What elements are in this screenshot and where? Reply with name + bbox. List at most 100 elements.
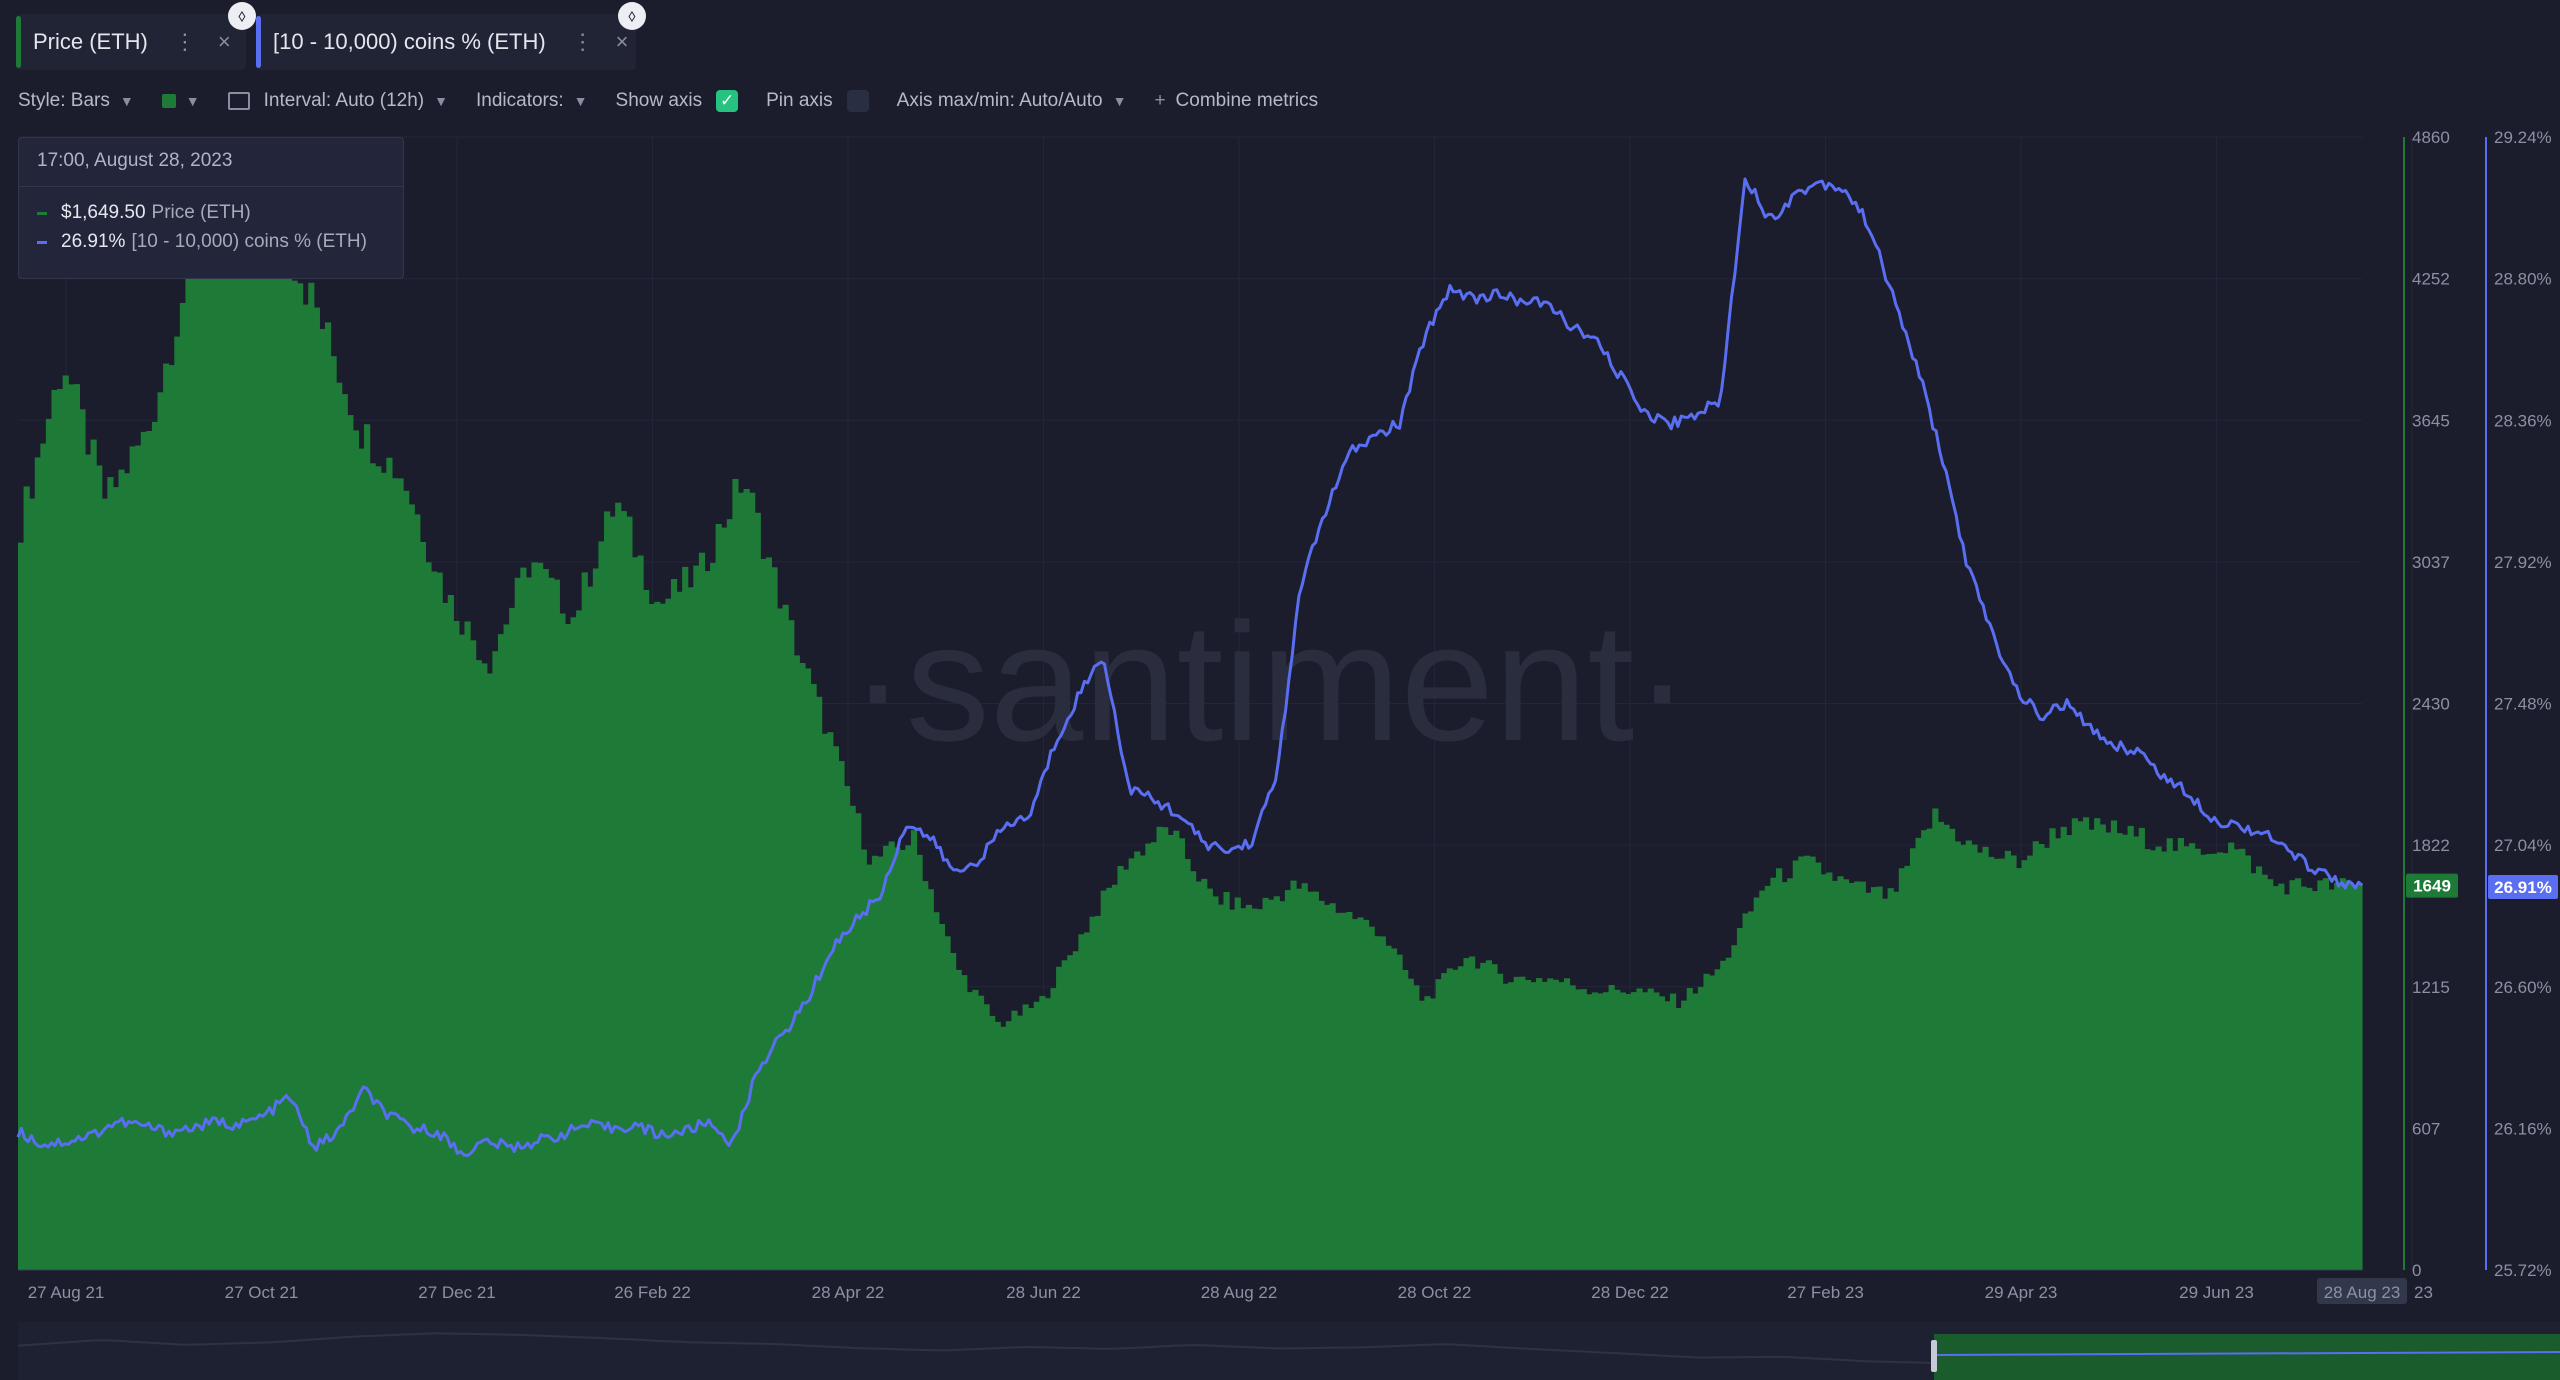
- price-bar: [1290, 880, 1297, 1270]
- price-bar: [1848, 883, 1855, 1270]
- x-tick-label: 27 Dec 21: [418, 1283, 496, 1302]
- price-axis-tick-label: 4860: [2412, 128, 2450, 147]
- combine-metrics-button[interactable]: + Combine metrics: [1154, 90, 1318, 112]
- pin-axis-toggle[interactable]: Pin axis: [766, 90, 869, 112]
- price-bar: [464, 621, 471, 1270]
- price-bar: [977, 995, 985, 1270]
- price-bar: [486, 673, 493, 1270]
- legend-swatch: [37, 211, 47, 215]
- price-bar: [2233, 849, 2240, 1270]
- price-bar: [40, 443, 47, 1271]
- close-icon[interactable]: ×: [615, 29, 629, 54]
- price-bar: [849, 805, 856, 1270]
- price-bar: [1580, 989, 1587, 1270]
- price-bar: [1067, 955, 1074, 1270]
- price-bar: [45, 418, 53, 1270]
- price-bar: [168, 365, 175, 1271]
- price-bar: [2133, 836, 2140, 1270]
- price-bar: [386, 457, 393, 1270]
- price-bar: [2317, 880, 2324, 1270]
- price-bar: [475, 660, 482, 1270]
- price-bar: [1630, 992, 1638, 1270]
- price-bar: [950, 953, 957, 1270]
- price-axis-tick-label: 0: [2412, 1261, 2421, 1280]
- price-bar: [2088, 829, 2095, 1270]
- price-axis-tick-label: 3645: [2412, 411, 2450, 430]
- price-bar: [2138, 827, 2145, 1270]
- price-axis-tick-label: 1215: [2412, 978, 2450, 997]
- price-bar: [966, 992, 973, 1270]
- price-bar: [1614, 989, 1621, 1270]
- tooltip-series-name: [10 - 10,000) coins % (ETH): [131, 231, 367, 252]
- price-bar: [1803, 855, 1811, 1270]
- show-axis-toggle[interactable]: Show axis ✓: [616, 90, 739, 112]
- price-bar: [514, 577, 521, 1270]
- price-bar: [140, 431, 147, 1270]
- x-tick-label: 28 Jun 22: [1006, 1283, 1081, 1302]
- price-bar: [659, 603, 666, 1270]
- chevron-down-icon: ▼: [119, 93, 134, 109]
- style-dropdown[interactable]: Style: Bars ▼: [18, 90, 134, 112]
- price-bar: [1379, 936, 1386, 1270]
- tab-price-eth[interactable]: Price (ETH) ⋮ ×: [16, 14, 246, 70]
- price-bar: [235, 165, 242, 1271]
- price-bar: [1145, 843, 1152, 1270]
- price-bar: [1078, 934, 1085, 1270]
- price-bar: [1162, 827, 1169, 1270]
- price-bar: [1703, 973, 1710, 1270]
- price-bar: [2239, 848, 2246, 1270]
- axis-maxmin-dropdown[interactable]: Axis max/min: Auto/Auto ▼: [897, 90, 1127, 112]
- price-bar: [1039, 996, 1046, 1270]
- price-bar: [754, 512, 761, 1270]
- tab-coins-percent[interactable]: [10 - 10,000) coins % (ETH) ⋮ ×: [256, 14, 636, 70]
- color-picker[interactable]: ▼: [161, 93, 200, 109]
- percent-axis-tick-label: 28.80%: [2494, 270, 2552, 289]
- price-current-badge: [2406, 873, 2458, 898]
- close-icon[interactable]: ×: [217, 29, 231, 54]
- more-options-icon[interactable]: ⋮: [571, 29, 594, 54]
- checkbox-unchecked-icon[interactable]: [846, 90, 869, 112]
- price-bar: [938, 924, 946, 1270]
- price-bar: [721, 527, 728, 1270]
- price-bar: [1457, 966, 1465, 1270]
- x-tick-label: 29 Jun 23: [2179, 1283, 2254, 1302]
- tab-label: [10 - 10,000) coins % (ETH): [273, 29, 546, 54]
- interval-dropdown[interactable]: Interval: Auto (12h) ▼: [227, 90, 448, 112]
- price-bar: [1368, 926, 1375, 1270]
- price-bar: [1787, 878, 1794, 1270]
- indicators-label: Indicators:: [476, 90, 564, 111]
- price-bar: [2177, 838, 2185, 1270]
- price-bar: [933, 912, 940, 1270]
- price-bar: [2144, 849, 2151, 1270]
- price-bar: [1759, 890, 1766, 1270]
- price-bar: [246, 168, 253, 1271]
- price-bar: [1033, 1001, 1040, 1270]
- price-bar: [1005, 1021, 1013, 1270]
- price-bar: [1441, 973, 1448, 1270]
- price-bar: [665, 598, 672, 1270]
- price-bar: [1095, 915, 1102, 1270]
- more-options-icon[interactable]: ⋮: [173, 29, 196, 54]
- price-bar: [1279, 901, 1286, 1270]
- price-bar: [308, 282, 315, 1270]
- price-bar: [1106, 887, 1113, 1270]
- price-bar: [118, 469, 125, 1271]
- price-bar: [1982, 846, 1989, 1270]
- price-bar: [2334, 882, 2341, 1270]
- price-bar: [676, 591, 683, 1270]
- price-bar: [710, 562, 717, 1270]
- price-bar: [687, 587, 694, 1270]
- indicators-dropdown[interactable]: Indicators: ▼: [476, 90, 588, 112]
- price-bar: [302, 304, 309, 1271]
- x-tick-label: 28 Apr 22: [812, 1283, 885, 1302]
- price-bar: [419, 542, 427, 1270]
- price-bar: [905, 845, 912, 1270]
- price-bar: [1653, 992, 1660, 1270]
- chevron-down-icon: ▼: [434, 93, 448, 109]
- checkbox-checked-icon[interactable]: ✓: [716, 90, 739, 112]
- price-bar: [319, 329, 326, 1270]
- price-bar: [414, 514, 421, 1270]
- price-bar: [1072, 951, 1079, 1270]
- price-bar: [1178, 838, 1186, 1270]
